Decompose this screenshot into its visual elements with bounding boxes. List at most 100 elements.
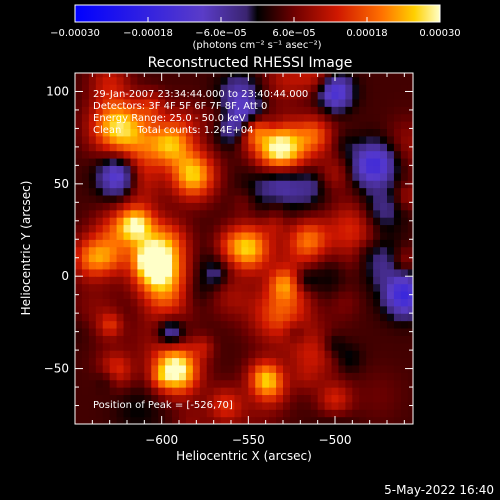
heatmap-cell — [192, 231, 201, 240]
heatmap-cell — [387, 73, 395, 78]
heatmap-cell — [269, 143, 277, 152]
heatmap-cell — [123, 224, 132, 233]
heatmap-cell — [227, 261, 236, 270]
heatmap-cell — [373, 150, 381, 159]
heatmap-cell — [373, 401, 381, 410]
heatmap-cell — [179, 254, 187, 263]
heatmap-cell — [102, 394, 111, 403]
heatmap-cell — [75, 379, 83, 388]
heatmap-cell — [324, 298, 333, 307]
heatmap-cell — [165, 209, 173, 218]
heatmap-cell — [255, 409, 263, 418]
heatmap-cell — [345, 261, 353, 270]
heatmap-cell — [144, 84, 152, 93]
heatmap-cell — [352, 121, 360, 130]
heatmap-cell — [276, 364, 284, 373]
heatmap-cell — [220, 106, 229, 115]
heatmap-cell — [75, 239, 83, 248]
heatmap-cell — [303, 298, 312, 307]
heatmap-cell — [234, 261, 242, 270]
heatmap-cell — [345, 357, 353, 366]
heatmap-cell — [296, 246, 305, 255]
heatmap-cell — [338, 150, 346, 159]
heatmap-cell — [366, 202, 374, 211]
heatmap-cell — [393, 73, 402, 78]
heatmap-cell — [352, 172, 360, 181]
heatmap-cell — [289, 335, 298, 344]
heatmap-cell — [213, 128, 222, 137]
heatmap-cell — [95, 276, 104, 285]
heatmap-cell — [234, 313, 242, 322]
heatmap-cell — [81, 194, 90, 203]
heatmap-cell — [317, 379, 326, 388]
heatmap-cell — [102, 98, 111, 107]
heatmap-cell — [102, 246, 111, 255]
heatmap-cell — [227, 231, 236, 240]
heatmap-cell — [220, 261, 229, 270]
heatmap-cell — [179, 121, 187, 130]
heatmap-cell — [400, 217, 409, 226]
heatmap-cell — [109, 409, 118, 418]
heatmap-cell — [345, 121, 353, 130]
heatmap-cell — [400, 209, 409, 218]
heatmap-cell — [407, 224, 413, 233]
heatmap-cell — [276, 387, 284, 396]
heatmap-cell — [400, 121, 409, 130]
heatmap-cell — [317, 128, 326, 137]
heatmap-cell — [352, 157, 360, 166]
heatmap-cell — [75, 320, 83, 329]
heatmap-cell — [255, 202, 263, 211]
heatmap-cell — [310, 290, 319, 299]
heatmap-cell — [317, 73, 326, 78]
heatmap-cell — [345, 143, 353, 152]
heatmap-cell — [317, 268, 326, 277]
heatmap-cell — [137, 165, 145, 174]
heatmap-cell — [338, 261, 346, 270]
heatmap-cell — [144, 342, 152, 351]
heatmap-cell — [137, 357, 145, 366]
heatmap-cell — [151, 350, 159, 359]
heatmap-cell — [276, 113, 284, 122]
heatmap-cell — [366, 209, 374, 218]
heatmap-cell — [227, 401, 236, 410]
heatmap-cell — [373, 121, 381, 130]
heatmap-cell — [123, 209, 132, 218]
heatmap-cell — [269, 172, 277, 181]
heatmap-cell — [345, 150, 353, 159]
heatmap-cell — [75, 387, 83, 396]
heatmap-cell — [255, 180, 263, 189]
heatmap-cell — [130, 209, 138, 218]
heatmap-cell — [151, 76, 159, 85]
heatmap-cell — [144, 313, 152, 322]
heatmap-cell — [130, 357, 138, 366]
heatmap-cell — [248, 364, 256, 373]
heatmap-cell — [400, 298, 409, 307]
heatmap-cell — [373, 73, 381, 78]
heatmap-cell — [248, 327, 256, 336]
heatmap-cell — [81, 372, 90, 381]
heatmap-cell — [393, 342, 402, 351]
heatmap-cell — [269, 187, 277, 196]
heatmap-cell — [269, 254, 277, 263]
heatmap-cell — [317, 342, 326, 351]
heatmap-cell — [324, 84, 333, 93]
heatmap-cell — [81, 268, 90, 277]
heatmap-cell — [352, 254, 360, 263]
heatmap-cell — [144, 261, 152, 270]
heatmap-cell — [75, 305, 83, 314]
heatmap-cell — [331, 209, 340, 218]
heatmap-cell — [373, 372, 381, 381]
heatmap-cell — [116, 209, 125, 218]
heatmap-cell — [199, 187, 208, 196]
heatmap-cell — [179, 91, 187, 100]
heatmap-cell — [269, 135, 277, 144]
heatmap-cell — [248, 157, 256, 166]
heatmap-cell — [151, 180, 159, 189]
heatmap-cell — [400, 401, 409, 410]
heatmap-cell — [269, 106, 277, 115]
heatmap-cell — [130, 350, 138, 359]
heatmap-cell — [213, 320, 222, 329]
heatmap-cell — [220, 320, 229, 329]
heatmap-cell — [352, 283, 360, 292]
heatmap-cell — [192, 84, 201, 93]
